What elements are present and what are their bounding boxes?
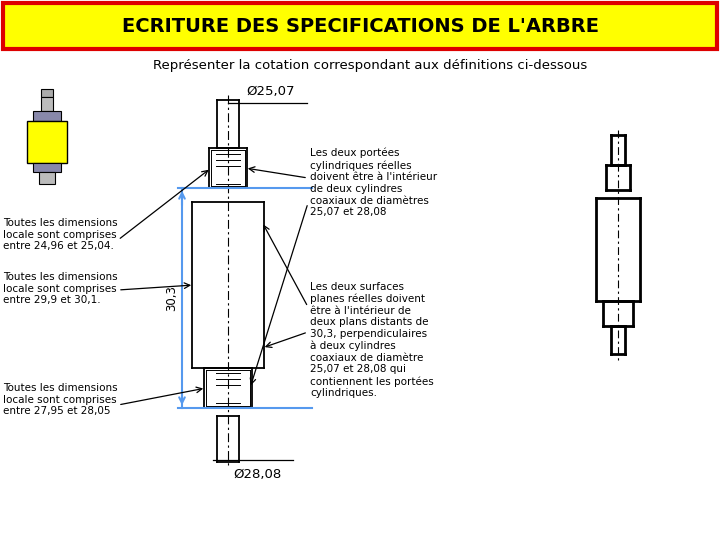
Text: Toutes les dimensions
locale sont comprises
entre 29,9 et 30,1.: Toutes les dimensions locale sont compri… (3, 272, 117, 305)
Text: Les deux surfaces
planes réelles doivent
être à l'intérieur de
deux plans distan: Les deux surfaces planes réelles doivent… (310, 282, 433, 398)
Text: Ø28,08: Ø28,08 (233, 468, 282, 481)
Bar (39, 172, 55, 184)
Text: Ø25,07: Ø25,07 (246, 85, 294, 98)
Text: ECRITURE DES SPECIFICATIONS DE L'ARBRE: ECRITURE DES SPECIFICATIONS DE L'ARBRE (122, 17, 598, 36)
Bar (3, 3, 717, 49)
Bar (41, 89, 53, 97)
Text: Les deux portées
cylindriques réelles
doivent être à l'intérieur
de deux cylindr: Les deux portées cylindriques réelles do… (310, 148, 437, 217)
Bar (33, 111, 61, 121)
Text: Représenter la cotation correspondant aux définitions ci-dessous: Représenter la cotation correspondant au… (153, 58, 587, 71)
Bar (41, 97, 53, 111)
Bar (27, 121, 67, 163)
Text: 30,3: 30,3 (166, 285, 179, 311)
Bar (33, 163, 61, 172)
Text: Toutes les dimensions
locale sont comprises
entre 24,96 et 25,04.: Toutes les dimensions locale sont compri… (3, 218, 117, 251)
Text: Toutes les dimensions
locale sont comprises
entre 27,95 et 28,05: Toutes les dimensions locale sont compri… (3, 383, 117, 416)
